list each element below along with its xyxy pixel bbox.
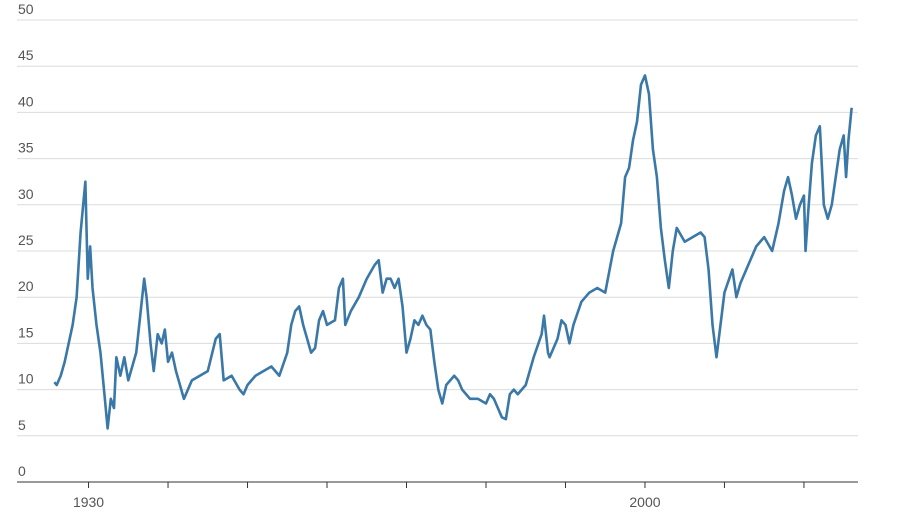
y-tick-label: 50 (18, 1, 34, 17)
y-tick-label: 45 (18, 47, 34, 63)
data-line (53, 74, 853, 430)
y-tick-label: 25 (18, 232, 34, 248)
y-tick-label: 5 (18, 417, 26, 433)
y-tick-label: 20 (18, 278, 34, 294)
y-tick-label: 40 (18, 93, 34, 109)
x-tick-label: 1930 (73, 494, 104, 510)
y-tick-label: 15 (18, 324, 34, 340)
x-tick-label: 2000 (629, 494, 660, 510)
y-tick-label: 35 (18, 140, 34, 156)
y-tick-label: 0 (18, 463, 26, 479)
y-tick-label: 10 (18, 371, 34, 387)
y-tick-label: 30 (18, 186, 34, 202)
